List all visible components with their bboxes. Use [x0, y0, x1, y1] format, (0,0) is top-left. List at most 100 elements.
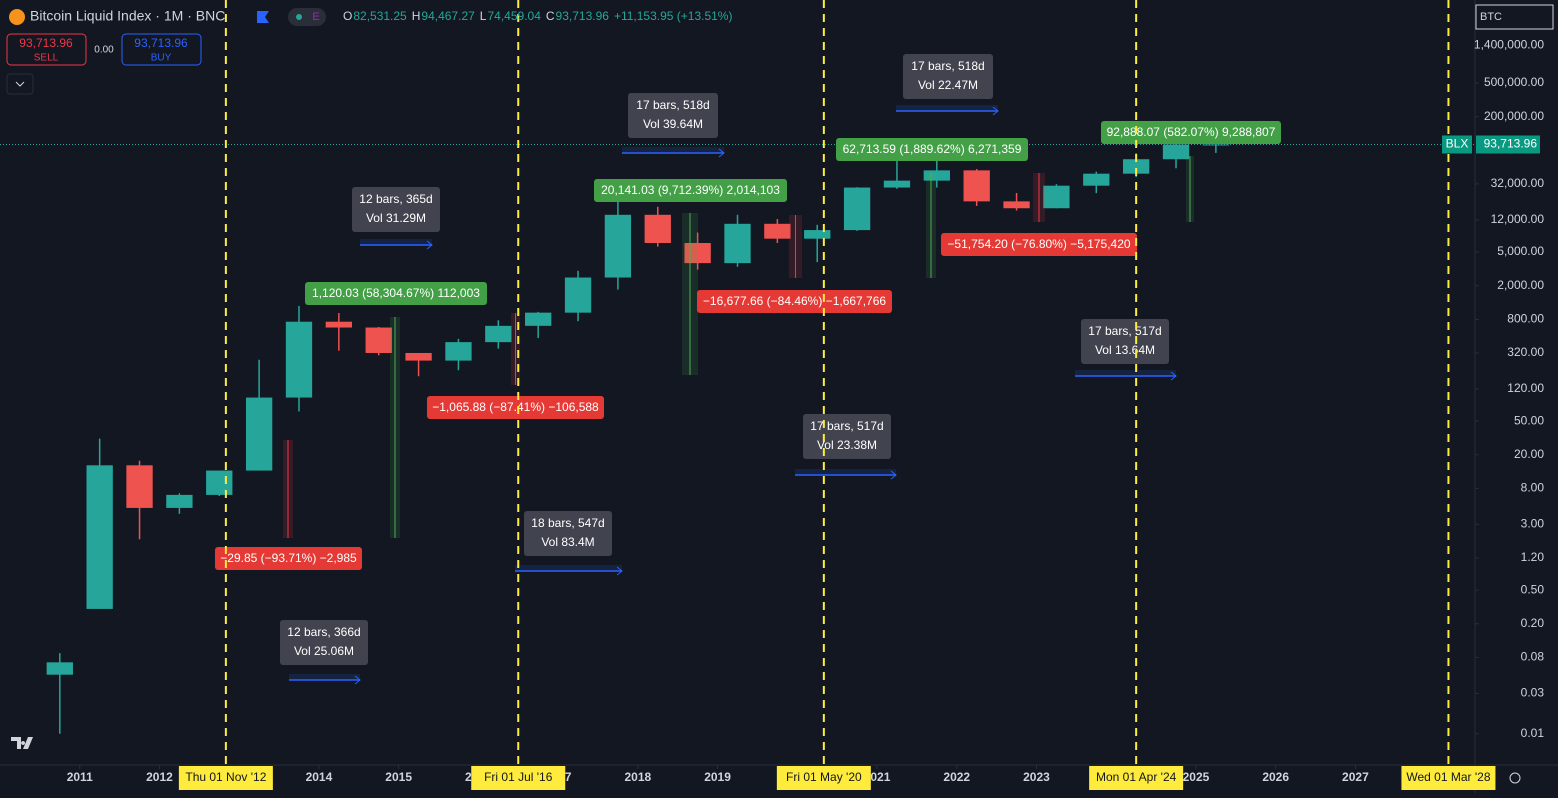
ohlc-value: 74,459.04: [487, 9, 541, 23]
y-tick-label: 500,000.00: [1484, 75, 1544, 89]
range-label-box: [305, 282, 487, 305]
candle-body: [86, 465, 113, 609]
arrow-head: [890, 470, 897, 480]
tv-logo: [11, 737, 33, 749]
buy-label: BUY: [151, 53, 172, 64]
measure-volume: Vol 39.64M: [643, 117, 703, 131]
y-tick-label: 3.00: [1521, 517, 1545, 531]
buy-button[interactable]: [121, 33, 202, 66]
sell-price: 93,713.96: [19, 36, 73, 50]
symbol-icon: [9, 9, 25, 25]
y-tick-label: 1,400,000.00: [1474, 37, 1544, 51]
vertical-line-label-box: [776, 766, 871, 790]
candle-body: [365, 327, 392, 353]
candle-body: [764, 223, 791, 239]
arrow-head: [718, 148, 725, 158]
range-label: −1,065.88 (−87.41%) −106,588: [432, 400, 599, 414]
buy-price: 93,713.96: [134, 36, 188, 50]
vertical-line-label-box: [1089, 766, 1184, 790]
measure-volume: Vol 13.64M: [1095, 343, 1155, 357]
x-tick-label: 2014: [306, 770, 333, 784]
y-tick-label: 1.20: [1521, 550, 1545, 564]
settings-icon[interactable]: [1509, 772, 1521, 784]
candle-body: [485, 325, 512, 343]
x-tick-label: 2022: [943, 770, 970, 784]
y-tick-label: 32,000.00: [1491, 176, 1545, 190]
candle-body: [245, 397, 273, 471]
date-range-area: [289, 674, 360, 680]
measure-bars: 17 bars, 517d: [1088, 324, 1161, 338]
date-range-area: [1075, 370, 1176, 376]
ohlc-key: C: [546, 9, 555, 23]
y-tick-label: 800.00: [1507, 312, 1544, 326]
candle-body: [564, 277, 592, 313]
badge-dot: [296, 14, 302, 20]
range-label-box: [594, 179, 787, 202]
badge-box: [288, 8, 326, 26]
y-tick-label: 2,000.00: [1497, 278, 1544, 292]
arrow-head: [992, 106, 999, 116]
ohlc-key: L: [480, 9, 487, 23]
last-price-label: 93,713.96: [1484, 137, 1538, 151]
candle-body: [405, 352, 432, 361]
x-tick-label: 2027: [1342, 770, 1369, 784]
measure-volume: Vol 22.47M: [918, 78, 978, 92]
x-tick-label: 2019: [704, 770, 731, 784]
y-tick-label: 0.20: [1521, 616, 1545, 630]
y-tick-label: 200,000.00: [1484, 109, 1544, 123]
last-price-name: BLX: [1446, 137, 1469, 151]
measure-box: [524, 511, 612, 556]
range-label-box: [941, 233, 1137, 256]
measure-bars: 12 bars, 365d: [359, 192, 432, 206]
candle-body: [963, 170, 990, 202]
range-label-box: [836, 138, 1028, 161]
candle-body: [804, 230, 831, 239]
symbol-title: Bitcoin Liquid Index · 1M · BNC: [30, 8, 225, 24]
date-range-area: [896, 105, 998, 111]
x-tick-label: 2011: [67, 770, 93, 784]
candle-body: [724, 223, 751, 264]
ohlc-value: 94,467.27: [421, 9, 475, 23]
ohlc-key: H: [412, 9, 421, 23]
candle-body: [1162, 144, 1190, 160]
collapse-button[interactable]: [6, 73, 34, 95]
candle-body: [325, 321, 353, 328]
ohlc-key: O: [343, 9, 352, 23]
vertical-line-label-box: [471, 766, 566, 790]
measure-volume: Vol 83.4M: [541, 535, 594, 549]
measure-box: [352, 187, 440, 232]
candle-body: [46, 662, 73, 675]
vertical-line-label: Thu 01 Nov '12: [185, 770, 266, 784]
y-tick-label: 120.00: [1507, 381, 1544, 395]
range-label: 62,713.59 (1,889.62%) 6,271,359: [843, 142, 1022, 156]
range-label: 92,888.07 (582.07%) 9,288,807: [1107, 125, 1276, 139]
arrow-head: [354, 675, 361, 685]
y-tick-label: 0.08: [1521, 650, 1545, 664]
candle-body: [126, 465, 153, 508]
date-range-area: [515, 565, 622, 571]
candle-body: [1083, 173, 1110, 186]
candle-body: [843, 187, 871, 231]
candle-body: [883, 180, 911, 188]
y-tick-label: 12,000.00: [1491, 212, 1545, 226]
vertical-line-label: Fri 01 May '20: [786, 770, 862, 784]
measure-bars: 17 bars, 518d: [911, 59, 984, 73]
x-tick-label: 2018: [624, 770, 651, 784]
date-range-area: [622, 147, 724, 153]
x-tick-label: 2026: [1262, 770, 1289, 784]
measure-box: [1081, 319, 1169, 364]
measure-volume: Vol 25.06M: [294, 644, 354, 658]
candle-body: [684, 243, 711, 264]
range-label: −29.85 (−93.71%) −2,985: [220, 551, 357, 565]
y-tick-label: 0.50: [1521, 582, 1545, 596]
vertical-line-label: Wed 01 Mar '28: [1406, 770, 1490, 784]
candle-body: [206, 470, 233, 495]
sell-button[interactable]: [6, 33, 87, 66]
candle-body: [525, 312, 552, 326]
symbol-select[interactable]: [1475, 4, 1554, 30]
candle-body: [1003, 201, 1030, 209]
range-label-box: [697, 290, 892, 313]
